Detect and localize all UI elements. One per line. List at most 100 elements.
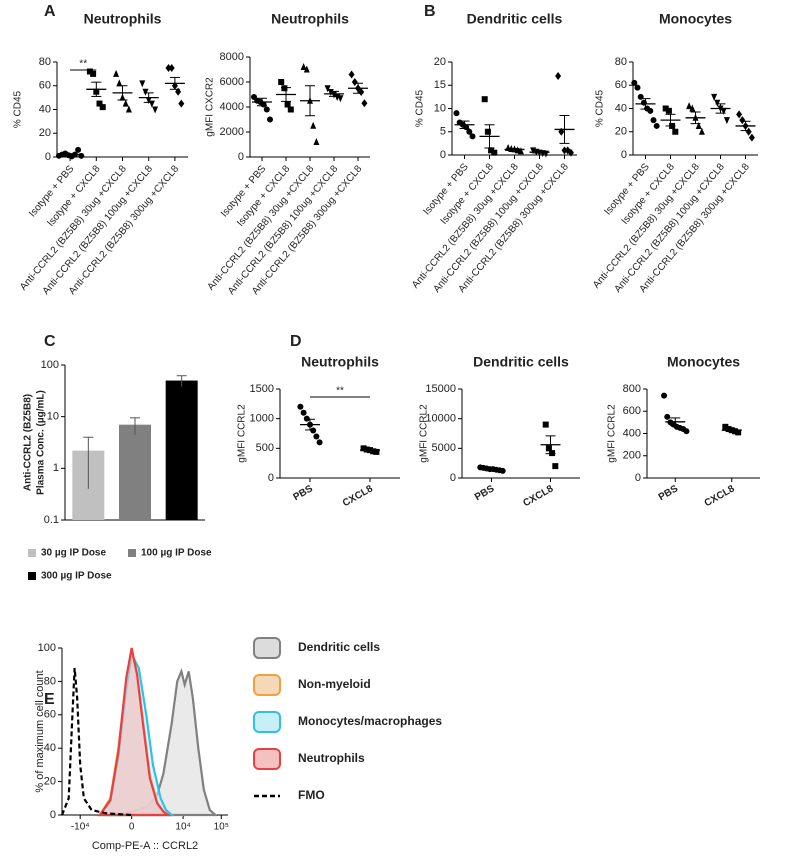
data-point: [327, 89, 334, 96]
data-point: [278, 79, 285, 85]
y-tick-label: 10000: [425, 413, 456, 425]
chart-title: Monocytes: [659, 11, 732, 27]
data-point: [466, 128, 473, 135]
data-point: [484, 128, 491, 135]
data-point: [720, 107, 727, 115]
y-tick-label: 40: [39, 103, 51, 115]
data-point: [665, 107, 672, 114]
y-tick-label: 40: [615, 102, 627, 114]
y-axis-label: % CD45: [415, 89, 426, 127]
data-point: [552, 463, 559, 470]
x-tick-label: 10⁵: [214, 822, 229, 833]
panel-label: C: [44, 333, 56, 350]
y-tick-label: 2000: [220, 126, 244, 138]
y-tick-label: 15000: [425, 383, 456, 395]
y-tick-label: 800: [623, 383, 641, 395]
legend-swatch: [128, 549, 136, 557]
y-tick-label: 0: [440, 149, 446, 161]
data-point: [549, 450, 556, 457]
density-curve: [60, 667, 132, 817]
panel-label: B: [424, 3, 436, 20]
data-point: [634, 84, 641, 91]
data-point: [337, 95, 344, 103]
legend-label: 100 µg IP Dose: [141, 548, 212, 559]
legend-swatch: [253, 674, 281, 696]
data-point: [360, 445, 367, 452]
data-point: [281, 85, 288, 92]
data-point: [165, 63, 172, 72]
data-point: [631, 79, 638, 86]
data-point: [96, 100, 103, 107]
data-point: [739, 116, 746, 125]
y-tick-label: 500: [256, 442, 274, 454]
legend-swatch: [28, 549, 36, 557]
density-curve: [97, 647, 172, 817]
data-point: [310, 121, 317, 129]
y-axis-label: gMFI CCRL2: [607, 404, 618, 463]
data-point: [561, 146, 568, 155]
significance-label: **: [79, 59, 87, 70]
data-point: [661, 392, 668, 399]
x-tick-label: CXCL8: [341, 483, 375, 509]
y-tick-label: 0: [621, 149, 627, 161]
data-point: [300, 63, 307, 70]
y-tick-label: 10: [434, 102, 446, 114]
legend-label: Non-myeloid: [298, 677, 371, 691]
chart-title: Neutrophils: [84, 11, 162, 27]
y-tick-label: 8000: [220, 51, 244, 63]
data-point: [310, 427, 317, 434]
legend-label: 300 µg IP Dose: [41, 571, 112, 582]
data-point: [287, 106, 294, 113]
y-tick-label: 100: [38, 642, 56, 654]
y-tick-label: 600: [623, 405, 641, 417]
y-tick-label: 0: [450, 472, 456, 484]
data-point: [361, 99, 368, 108]
data-point: [122, 99, 129, 107]
y-axis-label: gMFI CCRL2: [237, 404, 248, 463]
bar: [119, 424, 151, 520]
data-point: [488, 147, 495, 154]
data-point: [284, 101, 291, 108]
data-point: [303, 415, 310, 422]
data-point: [686, 102, 693, 110]
data-point: [736, 110, 743, 119]
y-tick-label: 0: [45, 151, 51, 163]
legend-label: Dendritic cells: [298, 640, 380, 654]
y-tick-label: 40: [44, 742, 56, 754]
data-point: [316, 439, 323, 446]
y-tick-label: 60: [44, 709, 56, 721]
legend-swatch: [253, 711, 281, 733]
data-point: [125, 105, 132, 113]
data-point: [481, 96, 488, 103]
data-point: [689, 104, 696, 112]
x-tick-label: PBS: [473, 483, 497, 503]
y-tick-label: 4000: [220, 101, 244, 113]
y-axis-label: gMFI CXCR2: [205, 77, 216, 137]
data-point: [683, 428, 690, 435]
y-tick-label: 0: [50, 809, 56, 821]
chart-title: Dendritic cells: [473, 354, 569, 370]
x-tick-label: PBS: [292, 483, 316, 503]
data-point: [113, 69, 120, 77]
data-point: [313, 138, 320, 145]
y-tick-label: 1: [53, 462, 59, 474]
legend-label: Monocytes/macrophages: [298, 714, 442, 728]
y-tick-label: 1500: [250, 383, 274, 395]
data-point: [542, 421, 549, 428]
y-tick-label: 0: [635, 472, 641, 484]
data-point: [735, 429, 742, 436]
data-point: [178, 99, 185, 108]
y-tick-label: 0: [238, 151, 244, 163]
y-tick-label: 20: [434, 56, 446, 68]
x-tick-label: CXCL8: [703, 483, 737, 509]
data-point: [116, 79, 123, 87]
y-axis-label: gMFI CCRL2: [419, 404, 430, 463]
data-point: [672, 128, 679, 135]
data-point: [152, 106, 159, 114]
legend-swatch: [253, 748, 281, 770]
x-tick-label: Anti-CCRL2 (BZ5B8) 30ug +CXCL8: [18, 163, 129, 292]
significance-label: **: [336, 386, 344, 397]
data-point: [90, 70, 97, 77]
x-tick-label: PBS: [657, 483, 681, 503]
x-tick-label: Isotype + PBS: [27, 163, 77, 219]
